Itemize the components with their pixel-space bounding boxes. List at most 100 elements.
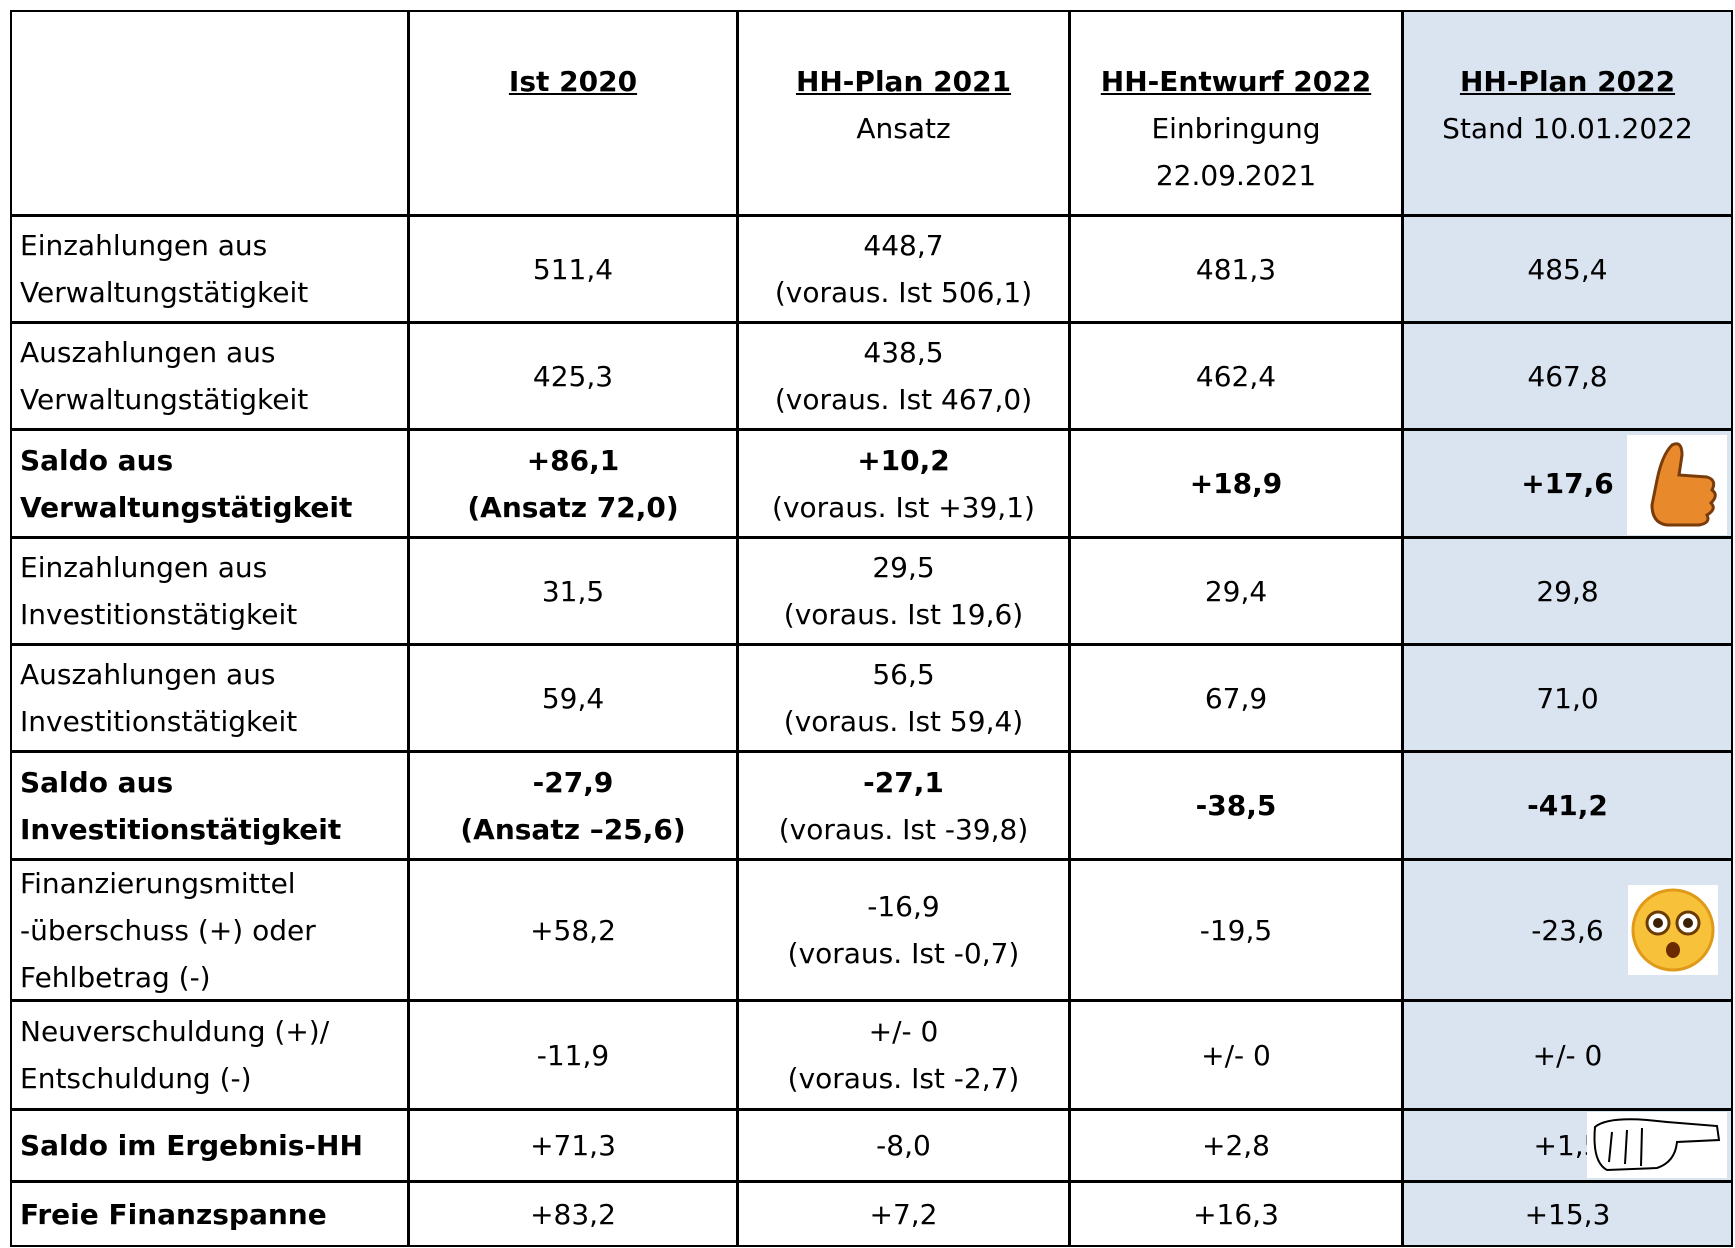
cell-text: Entschuldung (-) <box>20 1055 252 1102</box>
table-cell: +18,9 <box>1069 429 1403 538</box>
cell-text: +7,2 <box>870 1191 938 1238</box>
cell-text: +86,1 <box>527 437 620 484</box>
cell-text: Saldo aus <box>20 759 173 806</box>
cell-text: (voraus. Ist 506,1) <box>775 269 1032 316</box>
cell-text: -16,9 <box>867 883 939 930</box>
cell-text: +17,6 <box>1521 460 1614 507</box>
table-cell: 31,5 <box>408 537 738 645</box>
cell-text: Investitionstätigkeit <box>20 698 297 745</box>
cell-text: (voraus. Ist 59,4) <box>784 698 1023 745</box>
table-cell: 462,4 <box>1069 322 1403 430</box>
cell-text: Verwaltungstätigkeit <box>20 484 352 531</box>
flushed-face-icon <box>1628 885 1718 975</box>
cell-text: 438,5 <box>863 329 943 376</box>
cell-text: Freie Finanzspanne <box>20 1191 327 1238</box>
table-cell: +71,3 <box>408 1109 738 1182</box>
cell-text: 71,0 <box>1536 675 1598 722</box>
cell-text: (voraus. Ist -39,8) <box>779 806 1029 853</box>
table-cell: -8,0 <box>737 1109 1070 1182</box>
cell-text: -38,5 <box>1196 782 1277 829</box>
cell-text: Fehlbetrag (-) <box>20 954 211 1001</box>
cell-text: Finanzierungsmittel <box>20 860 296 907</box>
table-cell: -38,5 <box>1069 751 1403 860</box>
cell-text: -27,1 <box>863 759 944 806</box>
table-cell: 29,8 <box>1402 537 1733 645</box>
cell-text: -8,0 <box>876 1122 931 1169</box>
cell-text: +10,2 <box>857 437 950 484</box>
table-cell: Saldo im Ergebnis-HH <box>10 1109 409 1182</box>
cell-text: 22.09.2021 <box>1156 152 1316 199</box>
table-cell: +7,2 <box>737 1181 1070 1247</box>
table-cell: Freie Finanzspanne <box>10 1181 409 1247</box>
table-cell: +10,2(voraus. Ist +39,1) <box>737 429 1070 538</box>
table-cell: +83,2 <box>408 1181 738 1247</box>
cell-text: (voraus. Ist 467,0) <box>775 376 1032 423</box>
table-cell: +15,3 <box>1402 1181 1733 1247</box>
cell-text: 31,5 <box>542 568 604 615</box>
cell-text: (Ansatz –25,6) <box>460 806 685 853</box>
cell-text: +18,9 <box>1190 460 1283 507</box>
cell-text: HH-Entwurf 2022 <box>1101 58 1371 105</box>
cell-text: Auszahlungen aus <box>20 329 276 376</box>
table-cell: Neuverschuldung (+)/Entschuldung (-) <box>10 1000 409 1110</box>
header-cell: Ist 2020 <box>408 10 738 216</box>
cell-text: 448,7 <box>863 222 943 269</box>
cell-text: Einzahlungen aus <box>20 222 267 269</box>
table-cell: +86,1(Ansatz 72,0) <box>408 429 738 538</box>
cell-text: 29,5 <box>872 544 934 591</box>
table-cell: -16,9(voraus. Ist -0,7) <box>737 859 1070 1001</box>
cell-text: Verwaltungstätigkeit <box>20 376 308 423</box>
table-cell: 29,4 <box>1069 537 1403 645</box>
table-cell: 485,4 <box>1402 215 1733 323</box>
cell-text: Einzahlungen aus <box>20 544 267 591</box>
table-cell: 448,7(voraus. Ist 506,1) <box>737 215 1070 323</box>
table-cell: 481,3 <box>1069 215 1403 323</box>
table-cell: +16,3 <box>1069 1181 1403 1247</box>
cell-text: 29,8 <box>1536 568 1598 615</box>
table-cell: -19,5 <box>1069 859 1403 1001</box>
cell-text: HH-Plan 2022 <box>1460 58 1675 105</box>
table-cell: +/- 0 <box>1402 1000 1733 1110</box>
table-cell: 67,9 <box>1069 644 1403 752</box>
cell-text: +58,2 <box>530 907 616 954</box>
table-cell: +/- 0(voraus. Ist -2,7) <box>737 1000 1070 1110</box>
table-cell: -27,9(Ansatz –25,6) <box>408 751 738 860</box>
cell-text: Saldo im Ergebnis-HH <box>20 1122 363 1169</box>
cell-text: +2,8 <box>1202 1122 1270 1169</box>
table-cell: 438,5(voraus. Ist 467,0) <box>737 322 1070 430</box>
cell-text: 462,4 <box>1196 353 1276 400</box>
cell-text: 511,4 <box>533 246 613 293</box>
fist-icon <box>1587 1112 1727 1178</box>
header-cell <box>10 10 409 216</box>
cell-text: -11,9 <box>537 1032 609 1079</box>
cell-text: Saldo aus <box>20 437 173 484</box>
cell-text: 29,4 <box>1205 568 1267 615</box>
cell-text: Investitionstätigkeit <box>20 591 297 638</box>
cell-text: +/- 0 <box>1201 1032 1271 1079</box>
cell-text: 485,4 <box>1527 246 1607 293</box>
cell-text: -23,6 <box>1531 907 1603 954</box>
cell-text: Einbringung <box>1151 105 1320 152</box>
table-cell: 425,3 <box>408 322 738 430</box>
table-cell: -11,9 <box>408 1000 738 1110</box>
cell-text: Verwaltungstätigkeit <box>20 269 308 316</box>
cell-text: -41,2 <box>1527 782 1608 829</box>
cell-text: (voraus. Ist 19,6) <box>784 591 1023 638</box>
cell-text: Neuverschuldung (+)/ <box>20 1008 329 1055</box>
cell-text: (voraus. Ist -2,7) <box>788 1055 1020 1102</box>
table-cell: +58,2 <box>408 859 738 1001</box>
cell-text: (voraus. Ist -0,7) <box>788 930 1020 977</box>
cell-text: 59,4 <box>542 675 604 722</box>
cell-text: +83,2 <box>530 1191 616 1238</box>
cell-text: Ist 2020 <box>509 58 637 105</box>
cell-text: -19,5 <box>1200 907 1272 954</box>
cell-text: +/- 0 <box>869 1008 939 1055</box>
cell-text: -27,9 <box>533 759 614 806</box>
